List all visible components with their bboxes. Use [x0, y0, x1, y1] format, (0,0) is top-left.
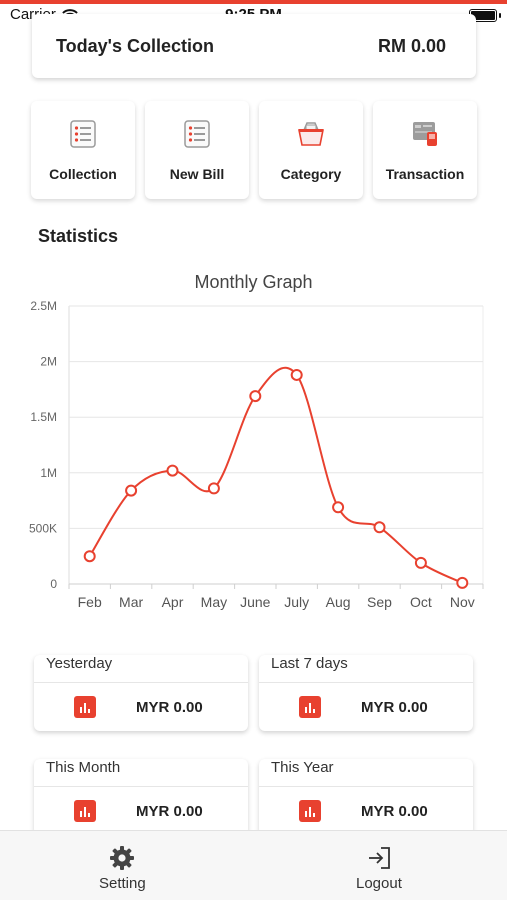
this-month-value: MYR 0.00	[136, 802, 203, 820]
category-label: Category	[280, 166, 342, 182]
data-point	[166, 464, 179, 477]
top-accent-bar	[0, 0, 507, 4]
this-year-card: This Year MYR 0.00	[259, 759, 473, 835]
x-tick-label: Mar	[119, 594, 143, 610]
last-7-days-card: Last 7 days MYR 0.00	[259, 655, 473, 731]
this-month-label: This Month	[34, 759, 248, 787]
data-point	[373, 521, 386, 534]
last-7-days-value: MYR 0.00	[361, 698, 428, 716]
data-point	[249, 390, 262, 403]
new-bill-button[interactable]: New Bill	[145, 101, 249, 199]
setting-tab[interactable]: Setting	[99, 845, 146, 892]
x-tick-label: July	[284, 594, 309, 610]
bar-chart-icon	[74, 800, 96, 822]
yesterday-label: Yesterday	[34, 655, 248, 683]
gear-icon	[110, 846, 135, 870]
x-tick-label: Nov	[450, 594, 475, 610]
bar-chart-icon	[74, 696, 96, 718]
this-month-card: This Month MYR 0.00	[34, 759, 248, 835]
x-tick-label: May	[201, 594, 227, 610]
logout-tab[interactable]: Logout	[356, 845, 402, 892]
transaction-button[interactable]: Transaction	[373, 101, 477, 199]
last-7-days-label: Last 7 days	[259, 655, 473, 683]
list-icon	[184, 120, 210, 148]
card-icon	[413, 122, 437, 146]
y-tick-label: 2M	[40, 355, 57, 369]
yesterday-card: Yesterday MYR 0.00	[34, 655, 248, 731]
transaction-label: Transaction	[385, 166, 465, 182]
bar-chart-icon	[299, 696, 321, 718]
list-icon	[70, 120, 96, 148]
data-point	[125, 484, 138, 497]
setting-label: Setting	[99, 875, 146, 892]
data-point	[414, 556, 427, 569]
this-year-value: MYR 0.00	[361, 802, 428, 820]
this-year-label: This Year	[259, 759, 473, 787]
series-line	[88, 366, 463, 584]
yesterday-value: MYR 0.00	[136, 698, 203, 716]
logout-icon	[368, 847, 390, 869]
new-bill-label: New Bill	[169, 166, 225, 182]
collection-label: Collection	[49, 166, 117, 182]
todays-collection-amount: RM 0.00	[377, 35, 446, 56]
x-tick-label: Oct	[410, 594, 432, 610]
y-tick-label: 2.5M	[30, 299, 57, 313]
x-tick-label: June	[240, 594, 271, 610]
collection-button[interactable]: Collection	[31, 101, 135, 199]
bottom-navigation: Setting Logout	[0, 830, 507, 900]
data-point	[83, 550, 96, 563]
statistics-heading: Statistics	[38, 226, 119, 246]
basket-icon	[298, 122, 324, 146]
x-tick-label: Aug	[326, 594, 351, 610]
data-point	[290, 368, 303, 381]
x-tick-label: Sep	[367, 594, 392, 610]
data-point	[332, 501, 345, 514]
todays-collection-card: Today's Collection RM 0.00	[32, 14, 476, 78]
y-tick-label: 1M	[40, 466, 57, 480]
x-tick-label: Apr	[162, 594, 184, 610]
x-tick-label: Feb	[78, 594, 102, 610]
bar-chart-icon	[299, 800, 321, 822]
logout-label: Logout	[356, 875, 402, 892]
y-tick-label: 500K	[29, 521, 57, 535]
chart-title: Monthly Graph	[194, 272, 313, 292]
y-tick-label: 1.5M	[30, 410, 57, 424]
todays-collection-label: Today's Collection	[56, 35, 214, 56]
y-tick-label: 0	[50, 577, 57, 591]
monthly-line-chart: 0 500K 1M 1.5M 2M 2.5M Feb Mar Apr May June July Aug…	[29, 299, 484, 610]
category-button[interactable]: Category	[259, 101, 363, 199]
data-point	[207, 482, 220, 495]
data-point	[456, 576, 469, 589]
